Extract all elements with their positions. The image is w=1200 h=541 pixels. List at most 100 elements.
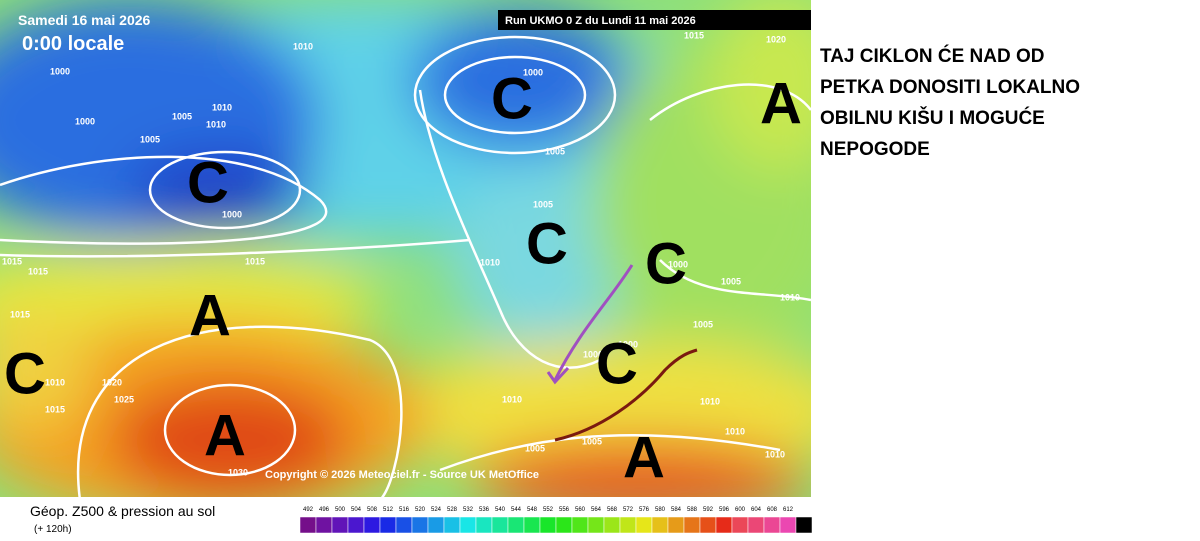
scale-label: 608	[767, 507, 778, 513]
scale-swatch	[699, 516, 717, 534]
isobar-label: 1000	[75, 116, 95, 126]
isobar-label: 1000	[50, 66, 70, 76]
scale-label: 532	[463, 507, 474, 513]
scale-label: 584	[671, 507, 682, 513]
scale-label: 516	[399, 507, 410, 513]
scale-label: 580	[655, 507, 666, 513]
isobar-label: 1010	[725, 426, 745, 436]
scale-swatch	[507, 516, 525, 534]
isobar-label: 1005	[721, 276, 741, 286]
scale-swatch	[363, 516, 381, 534]
scale-label: 548	[527, 507, 538, 513]
scale-label: 508	[367, 507, 378, 513]
scale-swatch	[539, 516, 557, 534]
scale-swatch	[395, 516, 413, 534]
scale-swatch	[587, 516, 605, 534]
isobar-label: 1020	[102, 377, 122, 387]
isobar-label: 1000	[222, 209, 242, 219]
scale-swatch	[331, 516, 349, 534]
scale-swatch	[795, 516, 813, 534]
scale-label: 556	[559, 507, 570, 513]
scale-swatch	[411, 516, 429, 534]
scale-swatch	[571, 516, 589, 534]
color-scale: 492 496 500 504 508 512 516 520 524 528 532 536 540 5…	[299, 507, 813, 534]
isobar-label: 1015	[10, 309, 30, 319]
pressure-system: A	[189, 283, 231, 348]
scale-label: 540	[495, 507, 506, 513]
isobar-label: 1005	[525, 443, 545, 453]
scale-swatch	[427, 516, 445, 534]
annotation-line: OBILNU KIŠU I MOGUĆE	[820, 107, 1045, 129]
scale-label: 576	[639, 507, 650, 513]
map-date: Samedi 16 mai 2026	[18, 12, 151, 28]
scale-label: 500	[335, 507, 346, 513]
annotation-line: PETKA DONOSITI LOKALNO	[820, 77, 1080, 98]
isobar-label: 1020	[766, 34, 786, 44]
map-time: 0:00 locale	[22, 33, 124, 55]
scale-label: 552	[543, 507, 554, 513]
scale-swatch	[747, 516, 765, 534]
scale-label: 504	[351, 507, 362, 513]
scale-label: 568	[607, 507, 618, 513]
scale-label: 520	[415, 507, 426, 513]
scale-swatch	[635, 516, 653, 534]
scale-swatch	[731, 516, 749, 534]
isobar-label: 1030	[228, 467, 248, 477]
scale-label: 604	[751, 507, 762, 513]
scale-swatch	[315, 516, 333, 534]
copyright: Copyright © 2026 Meteociel.fr - Source U…	[265, 469, 539, 481]
isobar-label: 1015	[45, 404, 65, 414]
scale-swatch	[651, 516, 669, 534]
isobar-label: 1010	[206, 119, 226, 129]
scale-label: 560	[575, 507, 586, 513]
isobar-label: 1025	[114, 394, 134, 404]
isobar-label: 1000	[523, 67, 543, 77]
scale-swatch	[619, 516, 637, 534]
map: 1010 1000 1000 1005 1005 1010 1010 1000 1000 1005…	[0, 0, 811, 497]
scale-swatch	[715, 516, 733, 534]
scale-swatch	[683, 516, 701, 534]
isobar-label: 1015	[28, 266, 48, 276]
scale-label: 492	[303, 507, 314, 513]
scale-swatch	[347, 516, 365, 534]
scale-label: 612	[783, 507, 794, 513]
isobar-label: 1005	[582, 436, 602, 446]
isobar-label: 1015	[684, 30, 704, 40]
isobar-label: 1005	[140, 134, 160, 144]
isobar-label: 1010	[502, 394, 522, 404]
isobar-label: 1005	[172, 111, 192, 121]
pressure-system: C	[526, 211, 568, 276]
scale-label: 600	[735, 507, 746, 513]
pressure-system: A	[623, 425, 665, 490]
run-info: Run UKMO 0 Z du Lundi 11 mai 2026	[505, 15, 696, 27]
pressure-system: C	[596, 331, 638, 396]
isobar-label: 1000	[583, 349, 603, 359]
isobar-label: 1005	[545, 146, 565, 156]
scale-swatch	[603, 516, 621, 534]
scale-swatch	[475, 516, 493, 534]
arrow-head	[546, 366, 570, 385]
front-line	[554, 348, 698, 442]
arrow	[553, 264, 634, 381]
scale-swatch	[779, 516, 797, 534]
scale-label: 536	[479, 507, 490, 513]
isobar-label: 1010	[293, 41, 313, 51]
footer-title: Géop. Z500 & pression au sol	[30, 503, 215, 519]
scale-label: 512	[383, 507, 394, 513]
map-labels: 1010 1000 1000 1005 1005 1010 1010 1000 1000 1005…	[2, 30, 802, 490]
isobar-label: 1010	[480, 257, 500, 267]
scale-swatch	[763, 516, 781, 534]
isobar-label: 1015	[2, 256, 22, 266]
pressure-system: C	[491, 66, 533, 131]
scale-swatch	[555, 516, 573, 534]
pressure-system: C	[645, 231, 687, 296]
scale-swatch	[491, 516, 509, 534]
pressure-system: A	[204, 403, 246, 468]
annotation-line: NEPOGODE	[820, 139, 930, 160]
run-box	[498, 10, 811, 30]
pressure-system: C	[4, 341, 46, 406]
scale-label: 596	[719, 507, 730, 513]
scale-label: 544	[511, 507, 522, 513]
annotation-line: TAJ CIKLON ĆE NAD OD	[820, 45, 1044, 67]
